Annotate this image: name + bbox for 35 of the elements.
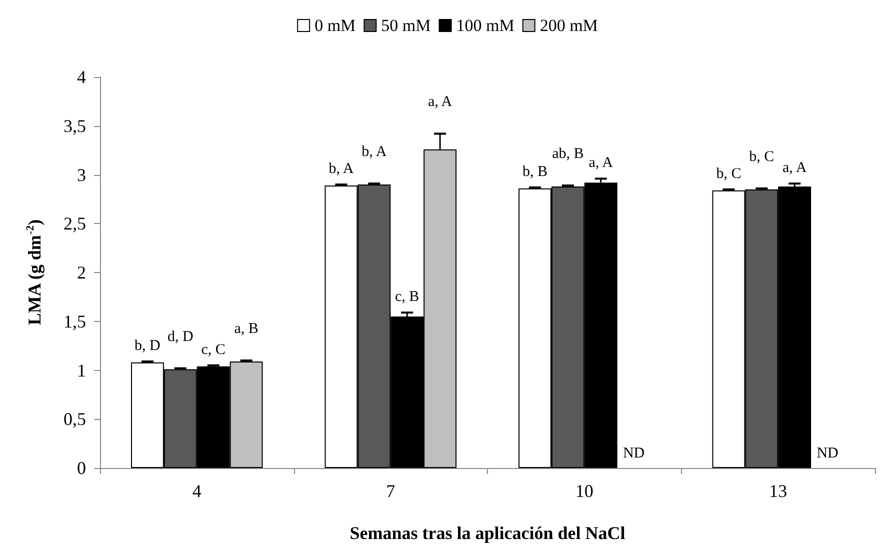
- data-label: c, C: [201, 342, 226, 358]
- data-label: b, C: [716, 166, 742, 182]
- x-tick-label: 10: [575, 481, 594, 501]
- y-tick-label: 0,5: [64, 409, 86, 430]
- legend-label: 0 mM: [314, 16, 356, 35]
- legend-label: 200 mM: [540, 16, 598, 35]
- data-label: b, D: [134, 338, 161, 354]
- data-label: c, B: [395, 289, 420, 306]
- y-tick-label: 4: [77, 67, 86, 87]
- data-label: b, B: [522, 164, 548, 180]
- y-tick-label: 3: [77, 164, 86, 185]
- x-axis-title: Semanas tras la aplicación del NaCl: [350, 523, 626, 543]
- y-tick-label: 1,5: [64, 311, 86, 332]
- annotation: ND: [816, 446, 839, 462]
- data-label: a, A: [428, 94, 452, 110]
- y-tick-label: 2,5: [64, 214, 86, 234]
- data-label: d, D: [167, 328, 194, 345]
- annotation: ND: [622, 446, 645, 462]
- x-tick-label: 7: [386, 481, 396, 501]
- x-tick-label: 4: [192, 481, 202, 501]
- x-tick-label: 13: [769, 481, 788, 501]
- data-label: b, C: [749, 148, 774, 165]
- data-label: ab, B: [552, 146, 584, 162]
- data-label: a, A: [782, 160, 807, 176]
- y-tick-label: 2: [77, 262, 86, 282]
- data-label: b, A: [362, 144, 387, 160]
- data-label: a, A: [588, 155, 614, 172]
- y-tick-label: 3,5: [64, 116, 86, 136]
- y-axis-title: LMA (g dm-2): [24, 219, 44, 326]
- legend-label: 50 mM: [381, 16, 431, 35]
- legend-label: 100 mM: [456, 16, 514, 35]
- y-tick-label: 1: [77, 360, 86, 380]
- data-label: a, B: [234, 320, 258, 337]
- y-tick-label: 0: [77, 458, 86, 478]
- data-label: b, A: [328, 161, 354, 178]
